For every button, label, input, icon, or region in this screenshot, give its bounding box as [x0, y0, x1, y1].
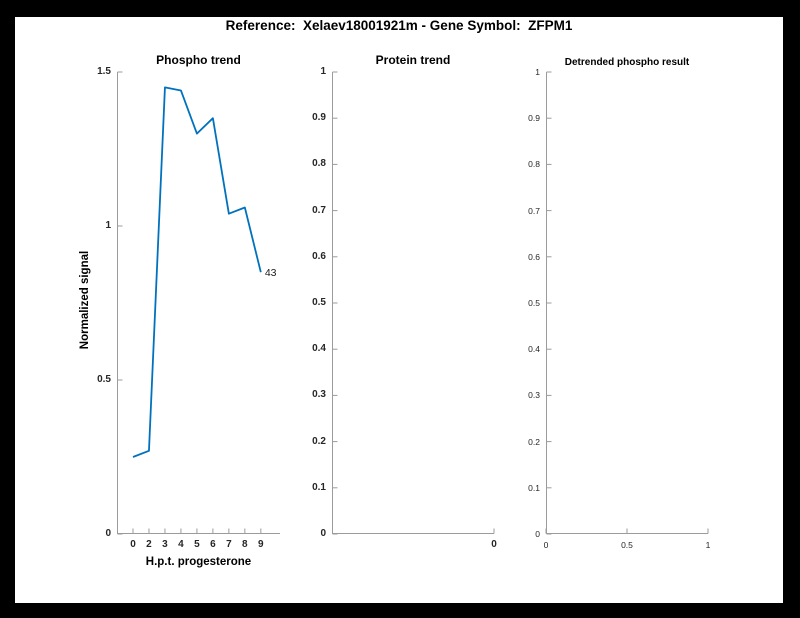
- y-tick-label: 0.3: [312, 389, 326, 401]
- y-tick-label: 0.1: [528, 482, 540, 493]
- y-tick-label: 0.2: [528, 436, 540, 447]
- last-point-annotation: 43: [264, 267, 277, 280]
- x-tick-label: 7: [226, 539, 232, 550]
- y-tick-label: 1: [105, 220, 111, 231]
- x-tick-label: 8: [242, 539, 248, 550]
- protein-trend-plot-area: 0 0.1 0.2 0.3 0.4 0.5 0.6 0.7 0.8 0.9 1 0: [312, 66, 497, 550]
- y-tick-label: 0.3: [528, 390, 540, 401]
- y-tick-label: 0.4: [312, 343, 326, 355]
- y-tick-label: 0.5: [97, 374, 111, 385]
- x-tick-label: 0: [543, 540, 549, 550]
- y-tick-label: 0.4: [528, 344, 540, 355]
- y-tick-label: 0.6: [312, 250, 326, 262]
- y-tick-label: 0.5: [528, 298, 540, 308]
- plot-canvas: [332, 71, 495, 535]
- x-tick-label: 6: [210, 539, 216, 550]
- y-tick-label: 0.7: [312, 204, 326, 216]
- y-tick-label: 1.5: [97, 66, 111, 77]
- y-tick-label: 1: [535, 67, 540, 77]
- y-tick-label: 0.9: [312, 112, 326, 124]
- figure-canvas: [15, 17, 783, 603]
- y-tick-label: 0.1: [312, 481, 326, 493]
- x-tick-label: 2: [146, 539, 152, 550]
- y-tick-label: 0.5: [312, 297, 326, 308]
- trend-line: [132, 86, 262, 458]
- figure-title: Reference: Xelaev18001921m - Gene Symbol…: [225, 18, 573, 33]
- phospho-trend-plot-area: 0 0.5 1 1.5 0 2 3 4 5 6 7 8 9 43: [97, 66, 280, 550]
- x-tick-label: 4: [178, 539, 184, 550]
- x-tick-label: 0: [491, 539, 497, 550]
- y-tick-label: 0.2: [312, 435, 326, 447]
- y-tick-label: 1: [320, 66, 326, 77]
- x-axis-label: H.p.t. progesterone: [145, 556, 252, 568]
- x-tick-label: 0.5: [621, 540, 633, 550]
- y-tick-label: 0: [105, 528, 111, 539]
- plot-canvas: [545, 71, 709, 535]
- x-tick-label: 1: [705, 540, 711, 550]
- y-tick-label: 0.7: [528, 205, 540, 216]
- protein-trend-title: Protein trend: [375, 53, 451, 67]
- y-tick-label: 0.8: [312, 158, 326, 170]
- x-tick-label: 5: [194, 539, 200, 550]
- y-tick-label: 0: [320, 528, 326, 539]
- x-tick-label: 0: [130, 539, 136, 550]
- detrended-phospho-plot-area: 0 0.1 0.2 0.3 0.4 0.5 0.6 0.7 0.8 0.9 1 0 0.5 1: [528, 67, 710, 550]
- plot-canvas: [117, 71, 280, 535]
- y-tick-label: 0.9: [528, 113, 540, 124]
- y-tick-label: 0.6: [528, 251, 540, 262]
- x-tick-label: 3: [162, 539, 168, 550]
- x-tick-label: 9: [258, 539, 264, 550]
- phospho-trend-title: Phospho trend: [156, 53, 241, 67]
- detrended-phospho-title: Detrended phospho result: [564, 57, 690, 68]
- y-axis-label: Normalized signal: [79, 250, 91, 350]
- y-tick-label: 0: [535, 529, 540, 539]
- y-tick-label: 0.8: [528, 159, 540, 170]
